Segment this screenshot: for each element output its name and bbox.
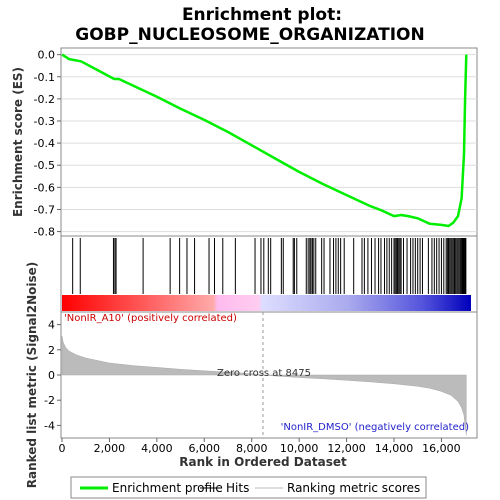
legend-label: Hits <box>226 481 249 495</box>
metric-y-tick-label: -4 <box>44 419 55 432</box>
x-tick-label: 10,000 <box>280 442 319 455</box>
es-y-ticks: 0.0 -0.1 -0.2 -0.3 -0.4 -0.5 -0.6 -0.7 -0.8 <box>34 49 61 239</box>
x-axis-label: Rank in Ordered Dataset <box>179 455 347 469</box>
es-y-tick-label: -0.6 <box>34 181 55 194</box>
legend-label: Enrichment profile <box>112 481 223 495</box>
es-y-axis-label: Enrichment score (ES) <box>11 67 25 217</box>
chart-title-line1: Enrichment plot: <box>182 5 342 25</box>
zero-cross-label: Zero cross at 8475 <box>217 368 311 379</box>
es-y-tick-label: -0.7 <box>34 203 55 216</box>
es-y-tick-label: 0.0 <box>38 49 56 62</box>
es-y-tick-label: -0.5 <box>34 159 55 172</box>
negative-correlation-label: 'NonIR_DMSO' (negatively correlated) <box>281 422 469 433</box>
hits-group <box>72 238 467 294</box>
es-line-group <box>61 53 468 228</box>
x-ticks: 0 2,000 4,000 6,000 8,000 10,000 12,000 14,000 1… <box>59 438 461 455</box>
x-tick-label: 6,000 <box>189 442 221 455</box>
metric-y-tick-label: -2 <box>44 394 55 407</box>
es-y-tick-label: -0.8 <box>34 226 55 239</box>
legend-box <box>70 476 427 499</box>
es-y-tick-label: -0.2 <box>34 93 55 106</box>
ranking-metric-area <box>61 335 467 436</box>
metric-y-ticks: 4 2 0 -2 -4 <box>44 319 61 432</box>
x-tick-label: 4,000 <box>141 442 173 455</box>
rank-color-bar <box>62 295 471 311</box>
chart-title-line2: GOBP_NUCLEOSOME_ORGANIZATION <box>75 25 424 45</box>
metric-area-group <box>61 335 467 436</box>
positive-correlation-label: 'NonIR_A10' (positively correlated) <box>64 313 237 324</box>
legend-items: Enrichment profile Hits Ranking metric sco… <box>80 481 420 495</box>
es-y-tick-label: -0.4 <box>34 137 55 150</box>
es-y-tick-label: -0.3 <box>34 115 55 128</box>
es-y-tick-label: -0.1 <box>34 71 55 84</box>
metric-y-tick-label: 2 <box>48 344 55 357</box>
es-panel-frame <box>60 47 478 237</box>
enrichment-profile-line <box>61 53 468 228</box>
x-tick-label: 2,000 <box>94 442 126 455</box>
legend-label: Ranking metric scores <box>287 481 420 495</box>
x-tick-label: 8,000 <box>236 442 268 455</box>
x-tick-label: 12,000 <box>327 442 366 455</box>
metric-y-axis-label: Ranked list metric (Signal2Noise) <box>25 262 39 489</box>
x-tick-label: 0 <box>59 442 66 455</box>
metric-y-tick-label: 0 <box>48 369 55 382</box>
metric-y-tick-label: 4 <box>48 319 55 332</box>
es-grid <box>62 54 477 233</box>
x-tick-label: 16,000 <box>422 442 461 455</box>
x-tick-label: 14,000 <box>375 442 414 455</box>
